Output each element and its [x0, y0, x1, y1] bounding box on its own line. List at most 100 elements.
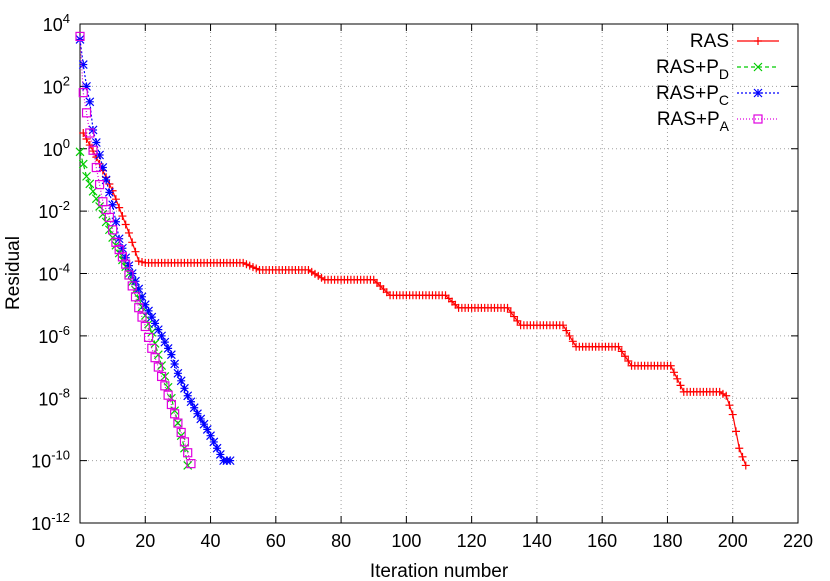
data-point-marker: [78, 88, 88, 98]
data-point-marker: [170, 406, 180, 416]
series-ras-pa: [75, 31, 196, 469]
data-point-marker: [754, 37, 762, 45]
data-point-marker: [104, 225, 114, 235]
data-point-marker: [140, 300, 150, 310]
data-point-marker: [85, 141, 94, 150]
data-point-marker: [124, 270, 134, 280]
data-point-marker: [562, 326, 571, 335]
series-lines: [75, 31, 750, 470]
data-point-marker: [143, 332, 154, 342]
legend-label: RAS: [690, 31, 729, 52]
data-point-marker: [212, 443, 222, 453]
x-tick-labels: 0 20 40 60 80 100 120 140 160 180 200 220: [75, 531, 813, 551]
series-ras-pc: [75, 35, 235, 466]
data-point-marker: [156, 371, 167, 382]
data-point-marker: [183, 391, 193, 401]
data-point-marker: [215, 449, 225, 459]
legend-entry: RAS+PA: [657, 109, 779, 134]
series-line: [79, 36, 192, 464]
data-point-marker: [170, 359, 180, 369]
data-point-marker: [160, 381, 170, 391]
data-point-marker: [176, 427, 186, 438]
data-point-marker: [108, 200, 118, 210]
data-point-marker: [118, 243, 127, 253]
data-point-marker: [166, 399, 176, 410]
y-tick-label: 104: [43, 11, 70, 35]
x-axis-label: Iteration number: [370, 561, 509, 581]
legend-label: RAS+PD: [656, 57, 729, 82]
data-point-marker: [144, 306, 153, 316]
legend-entry: RAS+PC: [656, 83, 779, 108]
data-point-marker: [95, 150, 105, 160]
data-point-marker: [88, 145, 98, 155]
data-point-marker: [101, 175, 111, 185]
data-point-marker: [121, 253, 131, 263]
data-point-marker: [153, 325, 163, 335]
x-tick-label: 160: [587, 531, 617, 551]
data-point-marker: [199, 419, 209, 429]
data-point-marker: [81, 108, 92, 118]
data-point-marker: [127, 269, 137, 278]
x-tick-label: 140: [522, 531, 552, 551]
data-point-marker: [163, 390, 173, 400]
data-point-marker: [614, 342, 623, 351]
data-point-marker: [130, 292, 141, 302]
y-tick-label: 10-6: [38, 323, 70, 347]
data-point-marker: [104, 212, 114, 222]
data-point-marker: [624, 357, 633, 366]
data-point-marker: [666, 361, 675, 370]
data-point-marker: [111, 237, 121, 247]
data-point-marker: [513, 316, 522, 325]
data-point-marker: [82, 171, 91, 181]
data-point-marker: [738, 452, 747, 461]
data-point-marker: [98, 163, 108, 172]
data-point-marker: [111, 217, 121, 227]
data-point-marker: [163, 343, 173, 353]
y-axis-label: Residual: [3, 236, 24, 310]
data-point-marker: [140, 321, 150, 332]
data-point-marker: [731, 427, 740, 436]
y-tick-label: 10-2: [38, 198, 70, 222]
data-point-marker: [131, 247, 140, 256]
y-tick-label: 10-10: [31, 448, 70, 472]
data-point-marker: [225, 456, 235, 466]
data-point-marker: [115, 203, 124, 212]
data-point-marker: [153, 362, 163, 372]
data-point-marker: [196, 414, 206, 424]
data-point-marker: [179, 437, 190, 447]
y-tick-label: 100: [43, 136, 70, 160]
x-tick-label: 20: [135, 531, 155, 551]
data-point-marker: [559, 321, 568, 330]
data-point-marker: [176, 376, 186, 386]
series-line: [82, 132, 747, 466]
data-point-marker: [75, 147, 85, 157]
data-point-marker: [128, 238, 137, 247]
data-point-marker: [753, 62, 763, 72]
x-tick-label: 60: [266, 531, 286, 551]
data-point-marker: [85, 128, 95, 138]
y-tick-label: 10-12: [31, 510, 70, 534]
series-ras: [79, 128, 750, 470]
legend-entry: RAS+PD: [656, 57, 779, 82]
data-point-marker: [147, 343, 157, 353]
y-tick-label: 10-4: [38, 261, 70, 285]
data-point-marker: [173, 368, 183, 378]
y-tick-label: 10-8: [38, 385, 70, 409]
data-point-marker: [78, 159, 88, 169]
data-point-marker: [137, 292, 147, 302]
series-ras-pd: [75, 147, 193, 470]
data-point-marker: [503, 303, 512, 312]
data-point-marker: [117, 252, 128, 262]
data-point-marker: [118, 212, 127, 221]
data-point-marker: [134, 284, 144, 294]
data-point-marker: [75, 31, 85, 42]
data-point-marker: [91, 138, 101, 147]
data-point-marker: [183, 448, 193, 458]
data-point-marker: [121, 259, 131, 269]
data-point-marker: [85, 179, 95, 189]
data-point-marker: [741, 461, 750, 470]
data-point-marker: [617, 347, 626, 356]
data-point-marker: [510, 312, 519, 321]
data-point-marker: [114, 244, 124, 255]
